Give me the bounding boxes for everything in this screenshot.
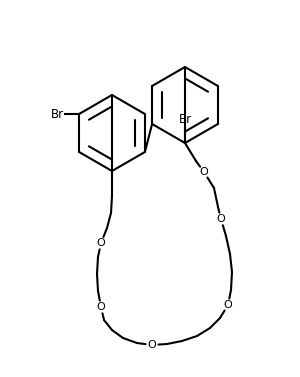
Text: O: O [217,214,225,224]
Text: Br: Br [178,113,192,126]
Text: Br: Br [51,107,64,121]
Text: O: O [224,300,232,310]
Text: O: O [97,302,105,312]
Text: O: O [200,167,208,177]
Text: O: O [148,340,156,350]
Text: O: O [97,238,105,248]
